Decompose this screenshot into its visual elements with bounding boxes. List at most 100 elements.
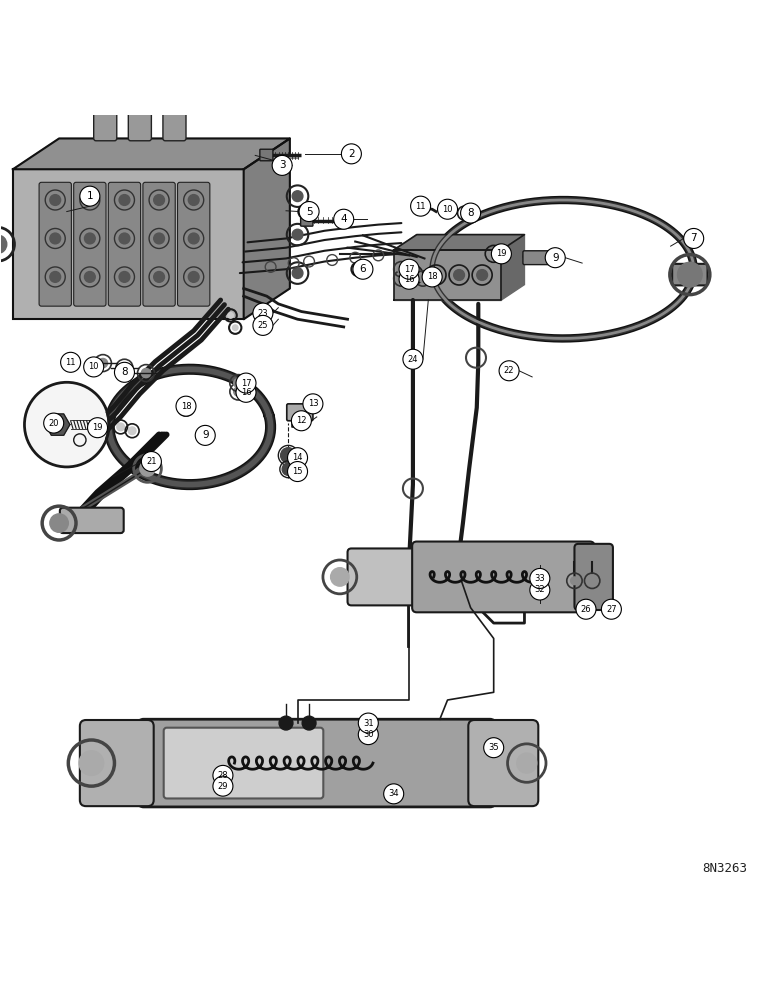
Circle shape: [330, 568, 349, 586]
Circle shape: [419, 275, 427, 282]
Circle shape: [119, 233, 130, 244]
Circle shape: [477, 270, 488, 280]
Circle shape: [273, 155, 292, 175]
Text: 35: 35: [489, 743, 499, 752]
Polygon shape: [394, 235, 524, 250]
Circle shape: [334, 209, 354, 229]
Circle shape: [234, 387, 243, 396]
Circle shape: [398, 275, 405, 282]
Circle shape: [484, 738, 503, 758]
Text: 5: 5: [306, 207, 313, 217]
Text: 9: 9: [202, 430, 208, 440]
Circle shape: [408, 270, 418, 280]
Circle shape: [358, 725, 378, 745]
Circle shape: [299, 202, 319, 222]
Text: 17: 17: [404, 265, 415, 274]
Circle shape: [302, 208, 308, 215]
FancyBboxPatch shape: [80, 720, 154, 806]
Text: 32: 32: [534, 585, 545, 594]
Text: 12: 12: [296, 416, 306, 425]
FancyBboxPatch shape: [347, 548, 428, 605]
Text: 10: 10: [442, 205, 453, 214]
Polygon shape: [501, 235, 524, 300]
Circle shape: [499, 361, 519, 381]
FancyBboxPatch shape: [286, 404, 313, 421]
FancyBboxPatch shape: [412, 542, 594, 612]
Text: 3: 3: [279, 160, 286, 170]
Circle shape: [188, 233, 199, 244]
Text: 15: 15: [293, 467, 303, 476]
Text: 8: 8: [121, 367, 128, 377]
Circle shape: [530, 580, 550, 600]
Circle shape: [411, 196, 431, 216]
Circle shape: [292, 191, 303, 202]
Circle shape: [181, 403, 191, 412]
Circle shape: [280, 448, 296, 463]
Polygon shape: [46, 414, 69, 435]
Circle shape: [61, 352, 80, 372]
Circle shape: [422, 267, 442, 287]
Circle shape: [195, 425, 215, 445]
Circle shape: [50, 272, 61, 282]
Circle shape: [140, 461, 155, 476]
Circle shape: [213, 776, 233, 796]
Text: 1: 1: [86, 191, 93, 201]
Circle shape: [588, 577, 596, 585]
Circle shape: [461, 203, 481, 223]
Circle shape: [80, 186, 100, 206]
Text: 21: 21: [146, 457, 157, 466]
FancyBboxPatch shape: [39, 182, 71, 306]
Circle shape: [0, 235, 7, 253]
Text: 26: 26: [581, 605, 591, 614]
Circle shape: [50, 233, 61, 244]
Text: 25: 25: [258, 321, 268, 330]
FancyBboxPatch shape: [300, 215, 313, 226]
Circle shape: [120, 363, 129, 372]
Polygon shape: [244, 138, 290, 319]
Circle shape: [384, 784, 404, 804]
Text: 11: 11: [66, 358, 76, 367]
Circle shape: [601, 599, 621, 619]
FancyBboxPatch shape: [672, 264, 707, 285]
FancyBboxPatch shape: [73, 182, 106, 306]
Circle shape: [292, 229, 303, 240]
FancyBboxPatch shape: [60, 508, 124, 533]
Circle shape: [84, 233, 95, 244]
Text: 6: 6: [360, 264, 366, 274]
Circle shape: [50, 514, 68, 532]
Circle shape: [253, 315, 273, 335]
Text: 19: 19: [496, 249, 506, 258]
FancyBboxPatch shape: [469, 720, 538, 806]
Circle shape: [302, 716, 316, 730]
Circle shape: [232, 325, 238, 330]
Circle shape: [399, 269, 419, 289]
Circle shape: [154, 195, 164, 205]
Text: 29: 29: [218, 782, 229, 791]
Text: 34: 34: [388, 789, 399, 798]
Circle shape: [154, 272, 164, 282]
Circle shape: [279, 716, 293, 730]
Circle shape: [141, 452, 161, 472]
Text: 33: 33: [534, 574, 545, 583]
Text: 18: 18: [181, 402, 191, 411]
Circle shape: [79, 751, 103, 775]
Circle shape: [234, 378, 243, 388]
Circle shape: [44, 413, 64, 433]
Circle shape: [287, 448, 307, 468]
Circle shape: [128, 427, 136, 435]
Text: 17: 17: [241, 379, 252, 388]
Circle shape: [98, 358, 107, 368]
FancyBboxPatch shape: [108, 182, 141, 306]
Circle shape: [87, 418, 107, 438]
Circle shape: [119, 272, 130, 282]
Circle shape: [516, 753, 537, 773]
FancyBboxPatch shape: [93, 90, 117, 141]
Text: 14: 14: [293, 453, 303, 462]
Text: 7: 7: [690, 233, 697, 243]
Text: 30: 30: [363, 730, 374, 739]
Circle shape: [287, 462, 307, 482]
Text: 31: 31: [363, 719, 374, 728]
FancyBboxPatch shape: [138, 719, 495, 807]
Circle shape: [84, 195, 95, 205]
FancyBboxPatch shape: [164, 728, 323, 798]
